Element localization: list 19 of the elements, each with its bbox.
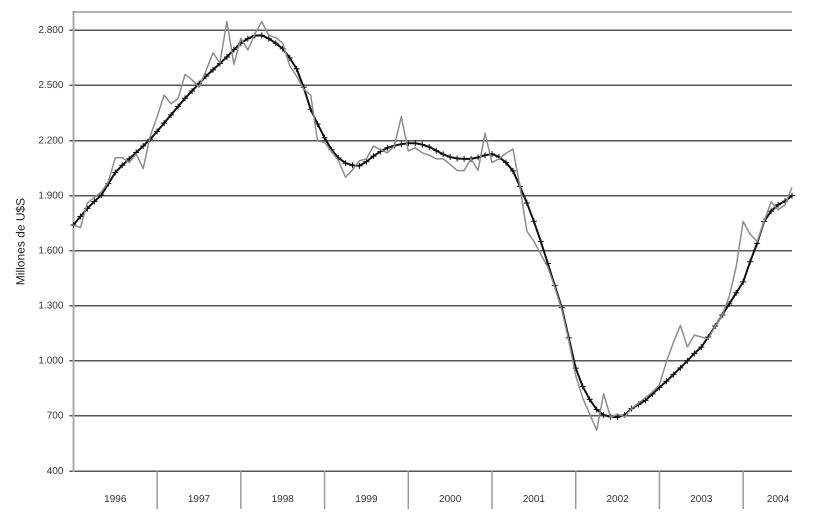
x-tick-label: 1997 bbox=[188, 494, 211, 505]
y-tick-label: 700 bbox=[46, 410, 64, 422]
y-tick-label: 2.800 bbox=[38, 25, 64, 36]
y-tick-label: 1.600 bbox=[38, 245, 64, 256]
y-axis-title: Millones de U$S bbox=[14, 198, 28, 286]
y-tick-label: 400 bbox=[46, 466, 64, 477]
x-tick-label: 1998 bbox=[272, 494, 294, 505]
x-tick-label: 2004 bbox=[766, 494, 790, 505]
x-tick-label: 2002 bbox=[606, 494, 630, 505]
x-tick-label: 2003 bbox=[690, 494, 713, 505]
y-tick-label: 2.200 bbox=[38, 135, 64, 146]
y-tick-label: 1.300 bbox=[38, 300, 64, 312]
x-tick-label: 1996 bbox=[104, 494, 127, 505]
x-tick-label: 1999 bbox=[355, 494, 378, 505]
y-tick-label: 2.500 bbox=[38, 80, 64, 92]
y-tick-label: 1.000 bbox=[38, 356, 64, 367]
x-tick-label: 2000 bbox=[439, 494, 462, 505]
x-tick-label: 2001 bbox=[522, 494, 546, 505]
y-tick-label: 1.900 bbox=[38, 190, 64, 202]
